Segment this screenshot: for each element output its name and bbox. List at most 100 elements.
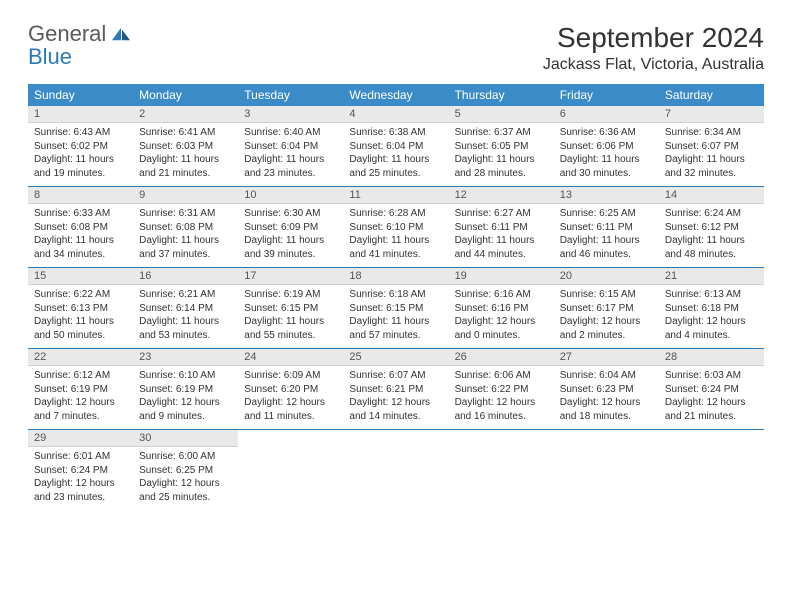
day-number: 6	[554, 106, 659, 123]
sunset-text: Sunset: 6:23 PM	[560, 383, 653, 397]
calendar-day-cell: ..	[449, 430, 554, 511]
day-body: Sunrise: 6:00 AMSunset: 6:25 PMDaylight:…	[133, 447, 238, 510]
sunrise-text: Sunrise: 6:18 AM	[349, 288, 442, 302]
sunset-text: Sunset: 6:17 PM	[560, 302, 653, 316]
sunrise-text: Sunrise: 6:27 AM	[455, 207, 548, 221]
sunrise-text: Sunrise: 6:21 AM	[139, 288, 232, 302]
day-body: Sunrise: 6:16 AMSunset: 6:16 PMDaylight:…	[449, 285, 554, 348]
sunrise-text: Sunrise: 6:41 AM	[139, 126, 232, 140]
day-body: Sunrise: 6:04 AMSunset: 6:23 PMDaylight:…	[554, 366, 659, 429]
sunrise-text: Sunrise: 6:38 AM	[349, 126, 442, 140]
calendar-day-cell: 25Sunrise: 6:07 AMSunset: 6:21 PMDayligh…	[343, 349, 448, 430]
weekday-header: Monday	[133, 84, 238, 106]
weekday-header: Sunday	[28, 84, 133, 106]
weekday-header: Tuesday	[238, 84, 343, 106]
calendar-day-cell: ..	[554, 430, 659, 511]
sunset-text: Sunset: 6:11 PM	[455, 221, 548, 235]
day-body: Sunrise: 6:36 AMSunset: 6:06 PMDaylight:…	[554, 123, 659, 186]
calendar-day-cell: 15Sunrise: 6:22 AMSunset: 6:13 PMDayligh…	[28, 268, 133, 349]
daylight-text: Daylight: 11 hours and 48 minutes.	[665, 234, 758, 261]
sunset-text: Sunset: 6:13 PM	[34, 302, 127, 316]
calendar-day-cell: 27Sunrise: 6:04 AMSunset: 6:23 PMDayligh…	[554, 349, 659, 430]
day-number: 12	[449, 187, 554, 204]
day-body: Sunrise: 6:09 AMSunset: 6:20 PMDaylight:…	[238, 366, 343, 429]
day-number: 16	[133, 268, 238, 285]
calendar-day-cell: 3Sunrise: 6:40 AMSunset: 6:04 PMDaylight…	[238, 106, 343, 187]
sunset-text: Sunset: 6:15 PM	[244, 302, 337, 316]
sunrise-text: Sunrise: 6:10 AM	[139, 369, 232, 383]
sunset-text: Sunset: 6:09 PM	[244, 221, 337, 235]
calendar-week-row: 15Sunrise: 6:22 AMSunset: 6:13 PMDayligh…	[28, 268, 764, 349]
daylight-text: Daylight: 11 hours and 53 minutes.	[139, 315, 232, 342]
sunrise-text: Sunrise: 6:06 AM	[455, 369, 548, 383]
calendar-day-cell: 16Sunrise: 6:21 AMSunset: 6:14 PMDayligh…	[133, 268, 238, 349]
day-number: 18	[343, 268, 448, 285]
sunset-text: Sunset: 6:24 PM	[665, 383, 758, 397]
sunset-text: Sunset: 6:16 PM	[455, 302, 548, 316]
calendar-day-cell: 28Sunrise: 6:03 AMSunset: 6:24 PMDayligh…	[659, 349, 764, 430]
sunset-text: Sunset: 6:12 PM	[665, 221, 758, 235]
weekday-header: Friday	[554, 84, 659, 106]
sunrise-text: Sunrise: 6:34 AM	[665, 126, 758, 140]
daylight-text: Daylight: 12 hours and 11 minutes.	[244, 396, 337, 423]
calendar-day-cell: ..	[659, 430, 764, 511]
day-number: 24	[238, 349, 343, 366]
day-number: 9	[133, 187, 238, 204]
daylight-text: Daylight: 11 hours and 46 minutes.	[560, 234, 653, 261]
daylight-text: Daylight: 12 hours and 16 minutes.	[455, 396, 548, 423]
daylight-text: Daylight: 12 hours and 9 minutes.	[139, 396, 232, 423]
day-body: Sunrise: 6:25 AMSunset: 6:11 PMDaylight:…	[554, 204, 659, 267]
sunset-text: Sunset: 6:19 PM	[34, 383, 127, 397]
sunset-text: Sunset: 6:10 PM	[349, 221, 442, 235]
day-number: 21	[659, 268, 764, 285]
sunrise-text: Sunrise: 6:15 AM	[560, 288, 653, 302]
daylight-text: Daylight: 11 hours and 32 minutes.	[665, 153, 758, 180]
day-body: Sunrise: 6:18 AMSunset: 6:15 PMDaylight:…	[343, 285, 448, 348]
day-body: Sunrise: 6:41 AMSunset: 6:03 PMDaylight:…	[133, 123, 238, 186]
sunrise-text: Sunrise: 6:43 AM	[34, 126, 127, 140]
daylight-text: Daylight: 11 hours and 37 minutes.	[139, 234, 232, 261]
day-number: 22	[28, 349, 133, 366]
title-block: September 2024 Jackass Flat, Victoria, A…	[543, 22, 764, 74]
calendar-day-cell: 6Sunrise: 6:36 AMSunset: 6:06 PMDaylight…	[554, 106, 659, 187]
logo-text: General Blue	[28, 22, 130, 68]
sunset-text: Sunset: 6:08 PM	[34, 221, 127, 235]
daylight-text: Daylight: 11 hours and 39 minutes.	[244, 234, 337, 261]
sunrise-text: Sunrise: 6:30 AM	[244, 207, 337, 221]
sunrise-text: Sunrise: 6:37 AM	[455, 126, 548, 140]
day-body: Sunrise: 6:12 AMSunset: 6:19 PMDaylight:…	[28, 366, 133, 429]
month-title: September 2024	[543, 22, 764, 54]
calendar-week-row: 29Sunrise: 6:01 AMSunset: 6:24 PMDayligh…	[28, 430, 764, 511]
sunrise-text: Sunrise: 6:36 AM	[560, 126, 653, 140]
daylight-text: Daylight: 11 hours and 55 minutes.	[244, 315, 337, 342]
day-number: 25	[343, 349, 448, 366]
sunset-text: Sunset: 6:04 PM	[244, 140, 337, 154]
day-body: Sunrise: 6:24 AMSunset: 6:12 PMDaylight:…	[659, 204, 764, 267]
logo-line1: General	[28, 21, 106, 46]
calendar-day-cell: 5Sunrise: 6:37 AMSunset: 6:05 PMDaylight…	[449, 106, 554, 187]
day-body: Sunrise: 6:10 AMSunset: 6:19 PMDaylight:…	[133, 366, 238, 429]
day-body: Sunrise: 6:33 AMSunset: 6:08 PMDaylight:…	[28, 204, 133, 267]
calendar-day-cell: ..	[343, 430, 448, 511]
day-number: 5	[449, 106, 554, 123]
daylight-text: Daylight: 11 hours and 44 minutes.	[455, 234, 548, 261]
sunrise-text: Sunrise: 6:24 AM	[665, 207, 758, 221]
calendar-day-cell: 14Sunrise: 6:24 AMSunset: 6:12 PMDayligh…	[659, 187, 764, 268]
day-body: Sunrise: 6:28 AMSunset: 6:10 PMDaylight:…	[343, 204, 448, 267]
weekday-header: Saturday	[659, 84, 764, 106]
calendar-day-cell: 30Sunrise: 6:00 AMSunset: 6:25 PMDayligh…	[133, 430, 238, 511]
calendar-day-cell: 29Sunrise: 6:01 AMSunset: 6:24 PMDayligh…	[28, 430, 133, 511]
logo-line2: Blue	[28, 44, 72, 69]
day-body: Sunrise: 6:22 AMSunset: 6:13 PMDaylight:…	[28, 285, 133, 348]
sunrise-text: Sunrise: 6:22 AM	[34, 288, 127, 302]
day-number: 7	[659, 106, 764, 123]
day-body: Sunrise: 6:21 AMSunset: 6:14 PMDaylight:…	[133, 285, 238, 348]
calendar-day-cell: 2Sunrise: 6:41 AMSunset: 6:03 PMDaylight…	[133, 106, 238, 187]
day-body: Sunrise: 6:37 AMSunset: 6:05 PMDaylight:…	[449, 123, 554, 186]
day-number: 15	[28, 268, 133, 285]
sunset-text: Sunset: 6:04 PM	[349, 140, 442, 154]
calendar-day-cell: 24Sunrise: 6:09 AMSunset: 6:20 PMDayligh…	[238, 349, 343, 430]
day-body: Sunrise: 6:43 AMSunset: 6:02 PMDaylight:…	[28, 123, 133, 186]
day-body: Sunrise: 6:38 AMSunset: 6:04 PMDaylight:…	[343, 123, 448, 186]
day-body: Sunrise: 6:03 AMSunset: 6:24 PMDaylight:…	[659, 366, 764, 429]
